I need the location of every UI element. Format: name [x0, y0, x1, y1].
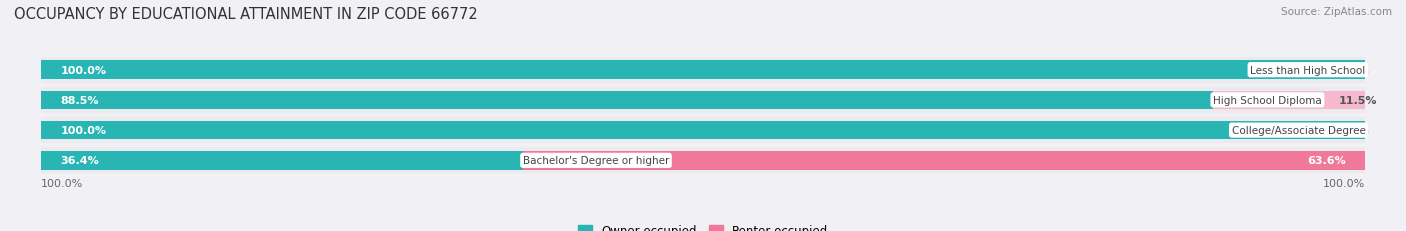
Text: Source: ZipAtlas.com: Source: ZipAtlas.com	[1281, 7, 1392, 17]
Text: Less than High School: Less than High School	[1250, 65, 1365, 75]
Text: 88.5%: 88.5%	[60, 95, 98, 105]
Bar	[523, 151, 1365, 170]
Text: 100.0%: 100.0%	[41, 179, 83, 189]
Bar	[41, 148, 1365, 173]
Text: College/Associate Degree: College/Associate Degree	[1232, 126, 1365, 136]
Text: OCCUPANCY BY EDUCATIONAL ATTAINMENT IN ZIP CODE 66772: OCCUPANCY BY EDUCATIONAL ATTAINMENT IN Z…	[14, 7, 478, 22]
Text: 0.0%: 0.0%	[1339, 126, 1369, 136]
Bar	[41, 61, 1365, 80]
Text: 0.0%: 0.0%	[1339, 65, 1369, 75]
Text: 100.0%: 100.0%	[1323, 179, 1365, 189]
Text: 63.6%: 63.6%	[1306, 156, 1346, 166]
Bar	[41, 58, 1365, 83]
Bar	[41, 121, 1365, 140]
Text: Bachelor's Degree or higher: Bachelor's Degree or higher	[523, 156, 669, 166]
Bar	[41, 151, 523, 170]
Text: High School Diploma: High School Diploma	[1213, 95, 1322, 105]
Bar	[41, 91, 1213, 110]
Text: 11.5%: 11.5%	[1339, 95, 1378, 105]
Text: 100.0%: 100.0%	[60, 126, 107, 136]
Text: 36.4%: 36.4%	[60, 156, 100, 166]
Text: 100.0%: 100.0%	[60, 65, 107, 75]
Bar	[1213, 91, 1365, 110]
Bar	[41, 118, 1365, 143]
Legend: Owner-occupied, Renter-occupied: Owner-occupied, Renter-occupied	[572, 219, 834, 231]
Bar	[41, 88, 1365, 113]
